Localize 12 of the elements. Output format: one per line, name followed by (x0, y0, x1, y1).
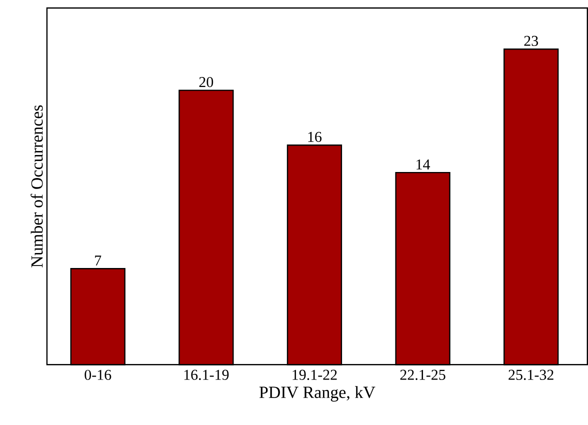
x-tick-label: 0-16 (84, 370, 112, 380)
data-label: 7 (95, 256, 102, 266)
data-label: 20 (199, 77, 214, 88)
data-label: 23 (524, 36, 538, 46)
x-tick-label: 16.1-19 (184, 370, 229, 380)
y-axis-title: Number of Occurrences (30, 106, 43, 268)
x-tick-label: 22.1-25 (400, 370, 446, 380)
x-tick-label: 19.1-22 (292, 370, 337, 380)
data-label: 16 (308, 132, 322, 142)
data-label: 14 (416, 160, 430, 170)
x-tick-label: 25.1-32 (508, 370, 554, 380)
x-axis-title: PDIV Range, kV (259, 386, 376, 402)
